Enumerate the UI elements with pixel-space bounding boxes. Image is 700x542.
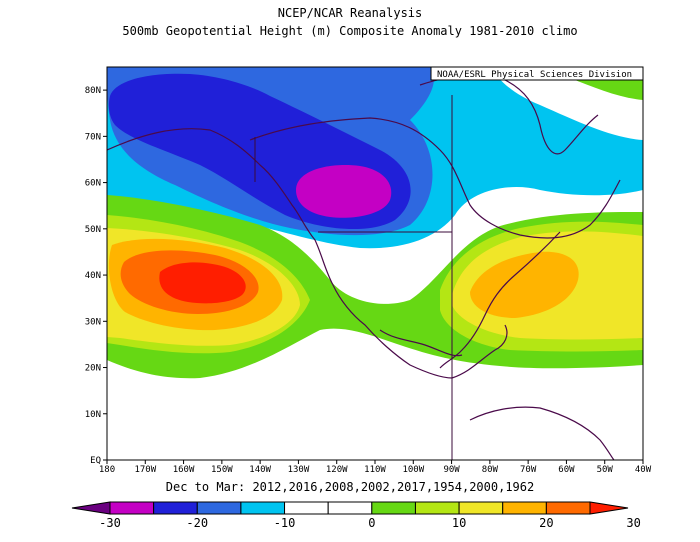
colorbar-label: 20 — [539, 516, 553, 530]
lon-tick-label: 50W — [597, 465, 614, 475]
lon-tick-label: 110W — [364, 465, 386, 475]
lon-tick-label: 170W — [134, 465, 156, 475]
colorbar-label: -10 — [274, 516, 296, 530]
colorbar-swatch — [327, 501, 373, 515]
lon-tick-label: 70W — [520, 465, 537, 475]
lon-tick-label: 120W — [326, 465, 348, 475]
credit-text: NOAA/ESRL Physical Sciences Division — [437, 70, 632, 80]
lat-tick-label: EQ — [90, 456, 101, 466]
colorbar-label: 10 — [452, 516, 466, 530]
colorbar-swatch — [414, 501, 460, 515]
colorbar-swatch — [196, 501, 242, 515]
anomaly-contours — [107, 67, 643, 460]
lat-tick-label: 30N — [85, 317, 101, 327]
colorbar: -30 -20 -10 0 10 20 30 — [71, 501, 641, 530]
colorbar-swatch — [371, 501, 416, 515]
contour-neg-magenta — [296, 165, 392, 218]
colorbar-swatch — [502, 501, 547, 515]
coastline-gulf — [379, 329, 463, 357]
lat-tick-label: 70N — [85, 132, 101, 142]
subtitle-years: Dec to Mar: 2012,2016,2008,2002,2017,195… — [165, 480, 535, 494]
borders — [254, 95, 453, 460]
colorbar-label: 30 — [626, 516, 640, 530]
contour-pos-red — [159, 262, 246, 304]
lon-tick-label: 80W — [482, 465, 499, 475]
lon-tick-label: 160W — [173, 465, 195, 475]
contour-atl-orange — [470, 251, 579, 318]
colorbar-max-arrow — [589, 501, 629, 515]
lon-tick-label: 60W — [558, 465, 575, 475]
credit-box — [430, 66, 644, 81]
longitude-axis: 180 170W 160W 150W 140W 130W 120W 110W 100W 90W 80… — [99, 460, 652, 475]
colorbar-min-arrow — [71, 501, 111, 515]
coastline-south-america — [469, 406, 615, 460]
coastline-north-canada — [249, 117, 621, 239]
lon-tick-label: 180 — [99, 465, 115, 475]
colorbar-label: -20 — [186, 516, 208, 530]
title-line-2: 500mb Geopotential Height (m) Composite … — [122, 24, 578, 38]
lat-tick-label: 40N — [85, 271, 101, 281]
lat-tick-label: 20N — [85, 364, 101, 374]
colorbar-swatch — [240, 501, 286, 515]
lon-tick-label: 130W — [288, 465, 310, 475]
lon-tick-label: 140W — [249, 465, 271, 475]
lon-tick-label: 150W — [211, 465, 233, 475]
title-line-1: NCEP/NCAR Reanalysis — [277, 6, 423, 20]
lon-tick-label: 40W — [635, 465, 652, 475]
colorbar-label: 0 — [368, 516, 375, 530]
colorbar-swatch — [109, 501, 155, 515]
latitude-axis: EQ 10N 20N 30N 40N 50N 60N 70N 80N — [85, 86, 107, 466]
colorbar-swatch — [458, 501, 504, 515]
colorbar-label: -30 — [99, 516, 121, 530]
lat-tick-label: 80N — [85, 86, 101, 96]
colorbar-swatch — [153, 501, 198, 515]
colorbar-swatch — [284, 501, 329, 515]
lon-tick-label: 100W — [402, 465, 424, 475]
colorbar-swatch — [545, 501, 591, 515]
lat-tick-label: 60N — [85, 179, 101, 189]
lon-tick-label: 90W — [443, 465, 460, 475]
coastline-alaska-canada — [107, 128, 508, 379]
lat-tick-label: 10N — [85, 410, 101, 420]
lat-tick-label: 50N — [85, 225, 101, 235]
